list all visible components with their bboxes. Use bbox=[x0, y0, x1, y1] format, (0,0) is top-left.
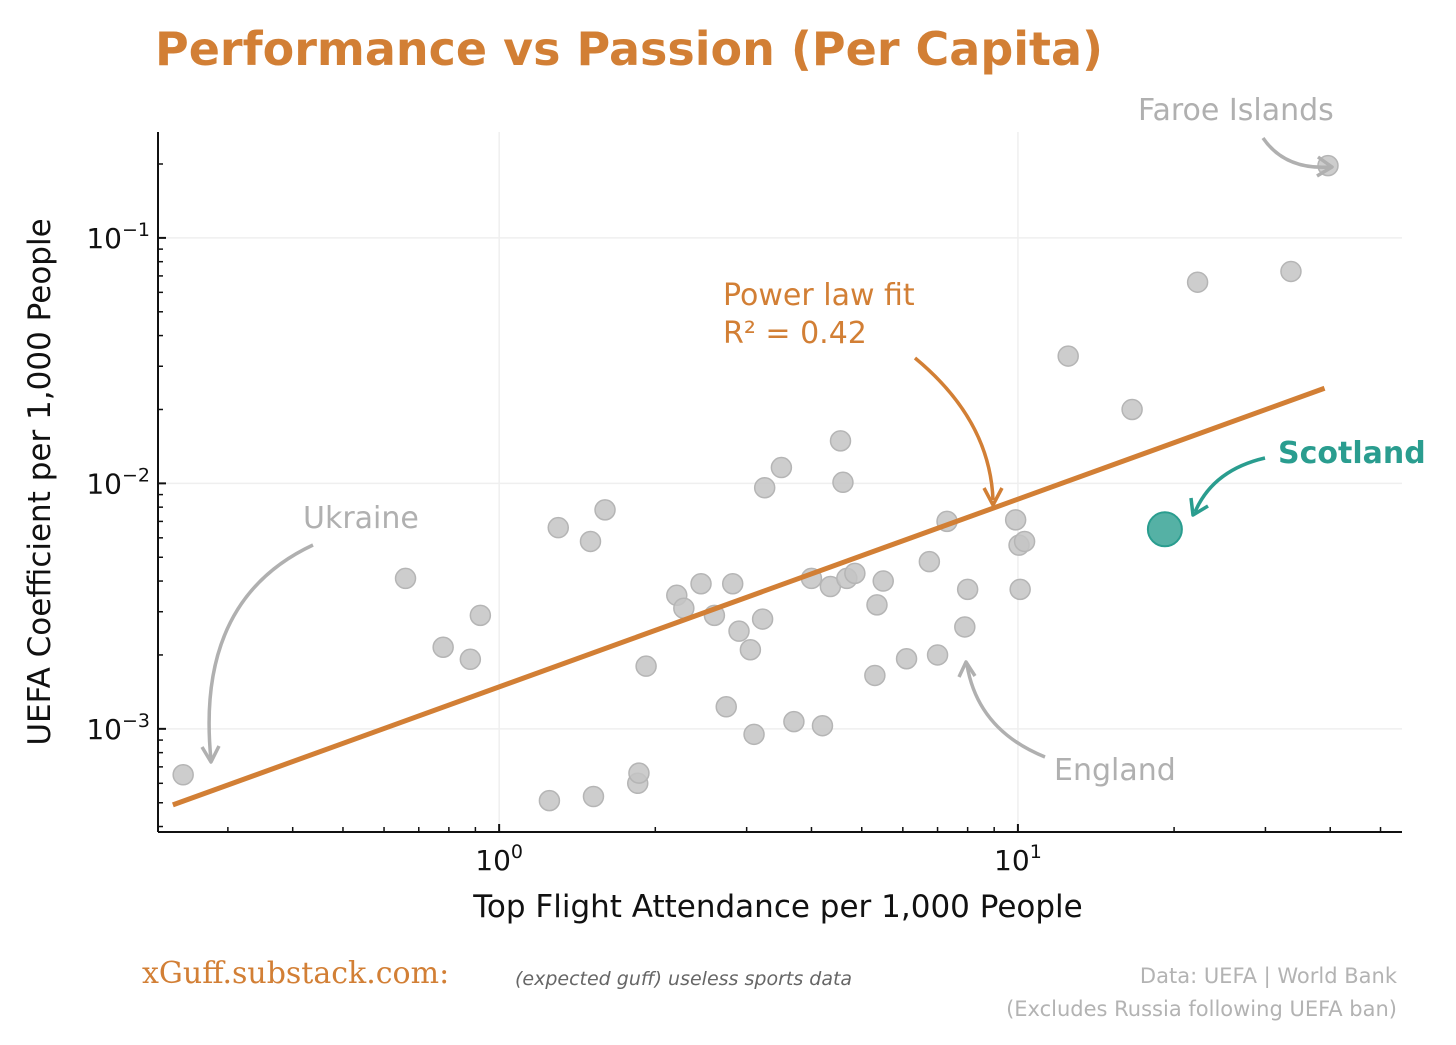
data-point bbox=[751, 608, 774, 630]
data-point bbox=[954, 616, 976, 638]
arrow-england bbox=[965, 664, 1046, 759]
x-tick-label: 100 bbox=[475, 841, 523, 877]
power-law-fit-line bbox=[172, 385, 1326, 808]
arrowhead-ukraine-icon bbox=[200, 745, 221, 764]
arrow-faroe-islands bbox=[1261, 136, 1331, 169]
data-point bbox=[829, 430, 852, 452]
tick-labels: 100 101 10−3 10−2 10−1 bbox=[86, 219, 1041, 877]
footer-brand: xGuff.substack.com: bbox=[142, 956, 449, 991]
data-point bbox=[783, 710, 805, 733]
scatter-points bbox=[172, 154, 1339, 812]
arrowhead-fit-icon bbox=[982, 487, 1004, 507]
data-point bbox=[739, 638, 762, 661]
annotation-fit-label: Power law fit bbox=[723, 278, 915, 313]
data-point bbox=[918, 550, 941, 573]
arrow-ukraine bbox=[207, 543, 314, 761]
data-point bbox=[753, 476, 776, 499]
data-point bbox=[770, 456, 793, 479]
data-point bbox=[872, 570, 894, 592]
data-point bbox=[579, 530, 602, 553]
annotation-scotland: Scotland bbox=[1278, 436, 1426, 471]
data-point bbox=[728, 620, 750, 642]
x-tick-label: 101 bbox=[994, 841, 1042, 877]
data-point bbox=[582, 785, 605, 808]
data-point bbox=[469, 604, 492, 627]
arrowhead-scotland-icon bbox=[1189, 497, 1209, 517]
data-point bbox=[628, 762, 650, 784]
arrow-fit bbox=[913, 356, 995, 501]
data-point bbox=[832, 471, 854, 494]
y-tick-label: 10−2 bbox=[86, 464, 150, 500]
data-point bbox=[864, 664, 886, 687]
data-point bbox=[1004, 509, 1027, 531]
data-point bbox=[538, 789, 561, 812]
data-point bbox=[743, 723, 765, 746]
arrow-scotland bbox=[1193, 456, 1266, 513]
data-point bbox=[844, 562, 866, 585]
data-point bbox=[721, 573, 744, 595]
data-point bbox=[1013, 530, 1036, 553]
axes bbox=[157, 132, 1402, 833]
annotation-ukraine: Ukraine bbox=[303, 501, 419, 536]
data-point bbox=[594, 499, 616, 521]
data-point bbox=[811, 714, 834, 737]
data-point bbox=[715, 696, 737, 718]
data-point bbox=[956, 578, 979, 601]
y-tick-label: 10−1 bbox=[86, 219, 150, 255]
data-point bbox=[926, 644, 949, 666]
data-point bbox=[1121, 398, 1143, 421]
annotation-faroe-islands: Faroe Islands bbox=[1138, 93, 1334, 128]
annotation-england: England bbox=[1054, 753, 1176, 788]
grid bbox=[158, 132, 1402, 832]
data-point bbox=[1186, 271, 1209, 293]
footer-tagline: (expected guff) useless sports data bbox=[515, 968, 852, 990]
data-point bbox=[866, 594, 888, 616]
data-point bbox=[635, 655, 657, 677]
x-axis-label: Top Flight Attendance per 1,000 People bbox=[472, 889, 1082, 925]
footer-source: Data: UEFA | World Bank bbox=[1140, 964, 1398, 989]
data-point bbox=[690, 573, 712, 595]
annotation-fit-r2: R² = 0.42 bbox=[723, 316, 867, 351]
data-point bbox=[432, 636, 454, 658]
y-axis-label: UEFA Coefficient per 1,000 People bbox=[22, 218, 58, 745]
data-point bbox=[394, 567, 417, 590]
arrowhead-england-icon bbox=[957, 660, 977, 678]
data-point bbox=[459, 648, 482, 671]
chart-title: Performance vs Passion (Per Capita) bbox=[155, 22, 1103, 76]
data-point bbox=[547, 516, 569, 539]
arrowhead-faroe-islands-icon bbox=[1316, 155, 1334, 178]
data-point bbox=[1280, 260, 1302, 283]
data-point bbox=[895, 647, 918, 670]
footer-source-note: (Excludes Russia following UEFA ban) bbox=[1006, 997, 1397, 1021]
data-point bbox=[1057, 345, 1079, 367]
scotland-point bbox=[1146, 511, 1183, 548]
y-tick-label: 10−3 bbox=[86, 710, 150, 746]
data-point bbox=[172, 764, 194, 786]
data-point bbox=[1009, 578, 1031, 601]
